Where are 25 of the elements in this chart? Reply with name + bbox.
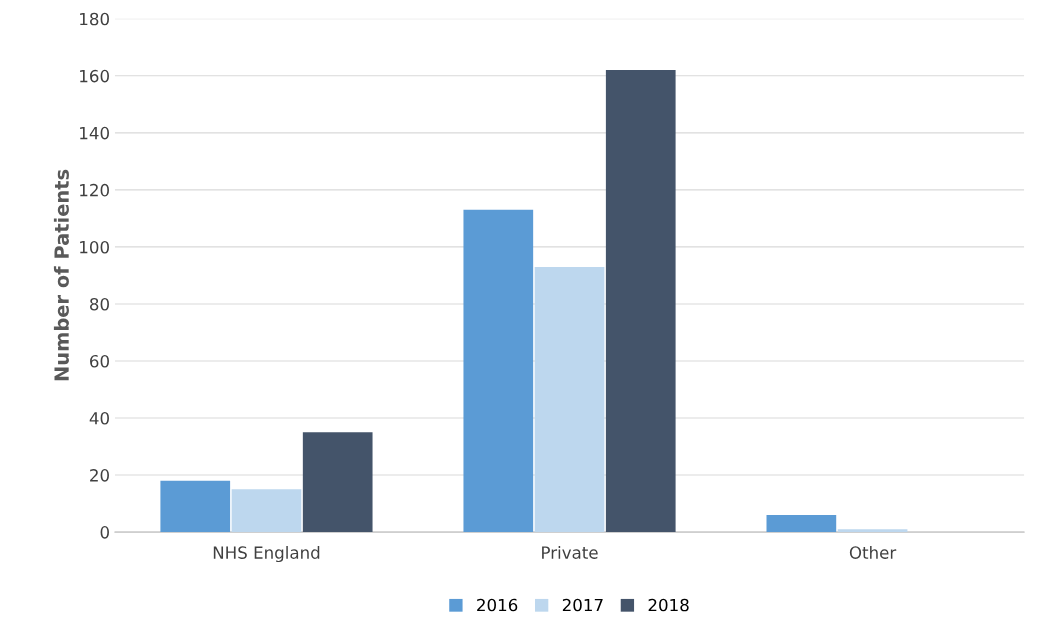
legend-label: 2016 (477, 598, 518, 612)
legend-label: 2018 (648, 598, 689, 612)
y-tick-label: 40 (89, 411, 109, 425)
bar (231, 489, 302, 533)
bar (605, 70, 676, 533)
y-axis-title: Number of Patients (53, 169, 69, 381)
bar (837, 529, 908, 533)
bar (302, 432, 373, 533)
bar (766, 514, 837, 533)
legend-label: 2017 (562, 598, 603, 612)
y-tick-label: 0 (100, 526, 109, 539)
y-tick-label: 140 (80, 126, 109, 140)
y-tick-label: 160 (80, 69, 109, 83)
bar (463, 209, 534, 533)
y-tick-label: 20 (90, 469, 109, 482)
bar (160, 480, 231, 533)
x-tick-label: Other (849, 545, 897, 559)
y-tick-label: 100 (80, 240, 109, 254)
y-tick-label: 60 (90, 354, 109, 368)
y-tick-label: 120 (80, 183, 109, 197)
bar (534, 266, 605, 533)
y-tick-label: 180 (80, 12, 109, 26)
x-tick-label: Private (542, 545, 598, 559)
x-tick-label: NHS England (213, 545, 320, 563)
y-tick-label: 80 (90, 297, 109, 311)
